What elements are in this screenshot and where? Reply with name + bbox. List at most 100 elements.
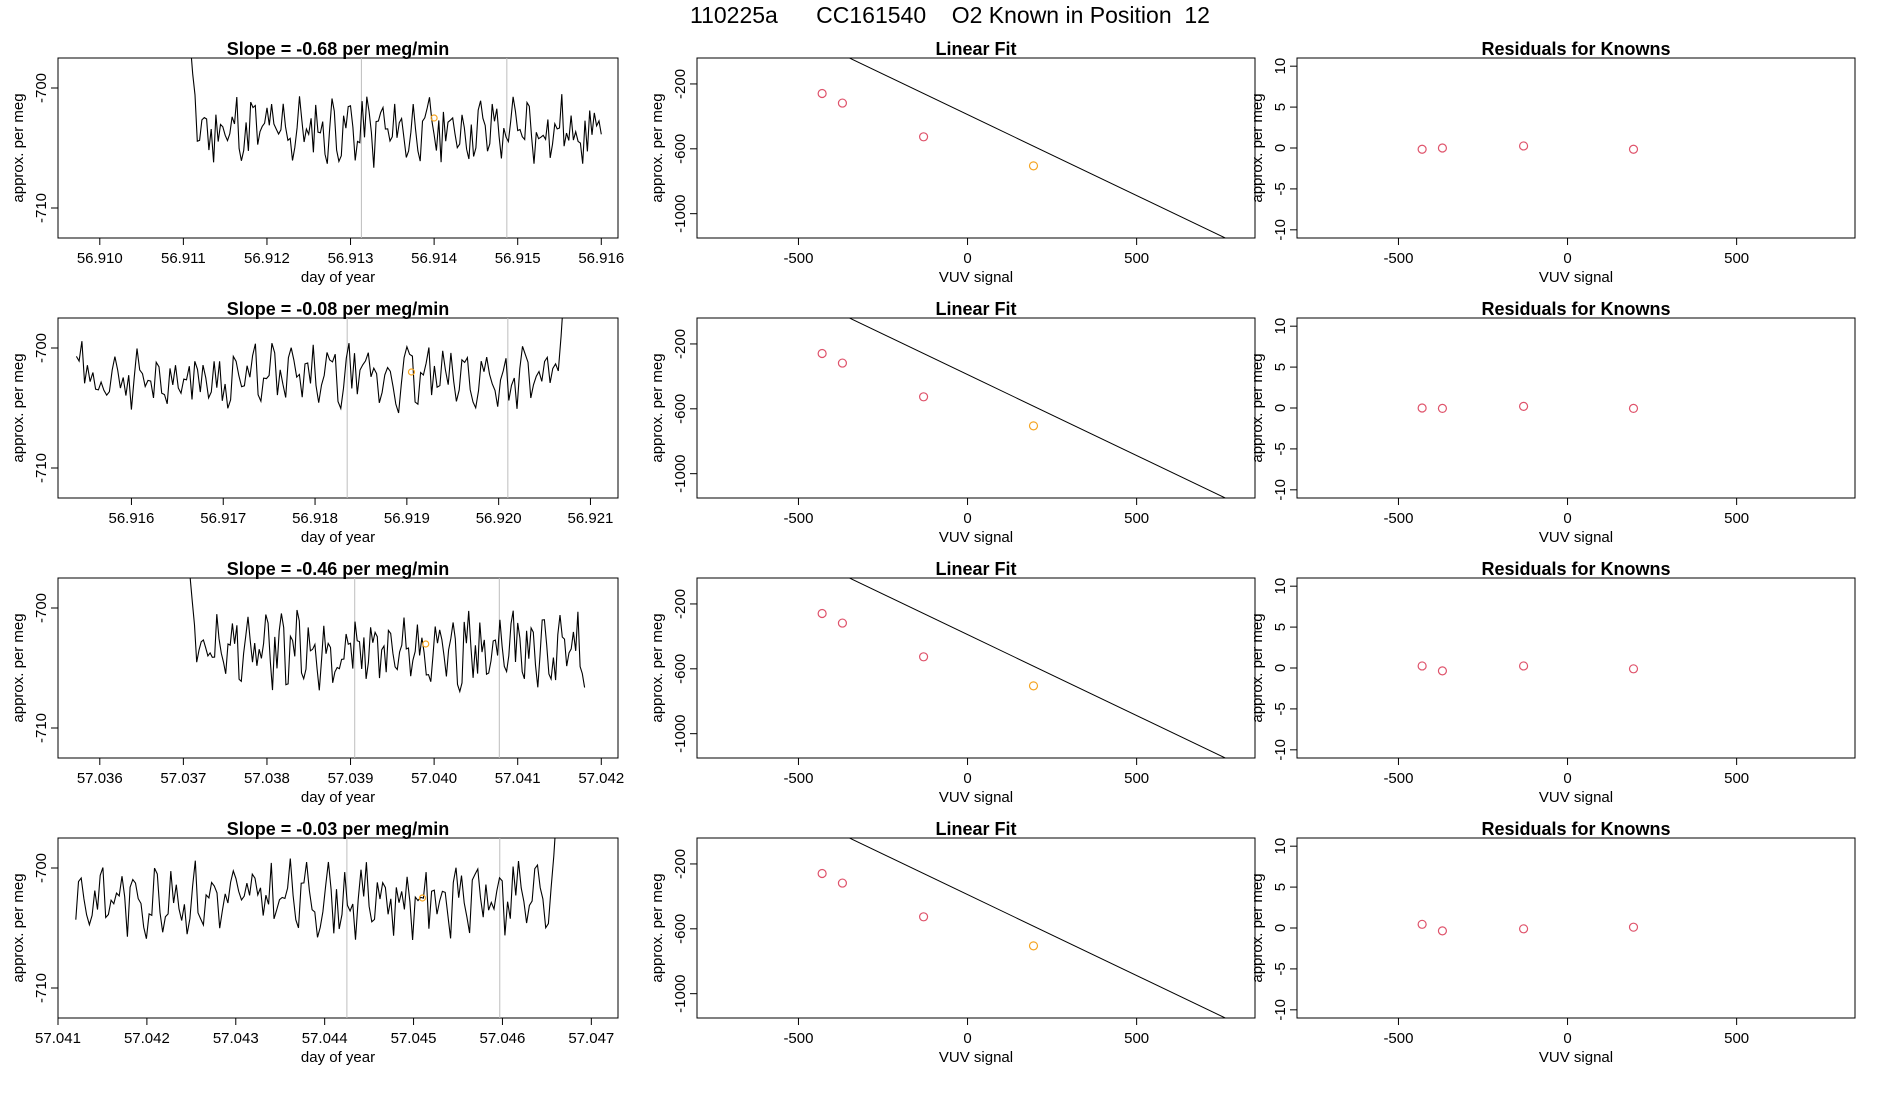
data-point	[1628, 403, 1639, 414]
y-tick-label: -200	[672, 329, 689, 359]
plot-frame	[696, 317, 1256, 499]
y-axis-label: approx. per meg	[10, 613, 27, 722]
x-tick-label: 57.038	[244, 770, 290, 787]
y-tick-label: 5	[1272, 363, 1289, 371]
fit-line	[848, 578, 1227, 758]
x-tick-label: -500	[783, 510, 813, 527]
x-tick-label: -500	[783, 250, 813, 267]
x-tick-label: 57.041	[495, 770, 541, 787]
data-point	[1628, 664, 1639, 674]
data-point	[817, 88, 827, 99]
data-point	[1417, 661, 1427, 671]
y-tick-label: -5	[1272, 962, 1289, 975]
y-tick-label: -10	[1272, 479, 1289, 501]
x-axis-label: VUV signal	[939, 1049, 1013, 1066]
data-point	[837, 878, 848, 888]
data-point	[918, 392, 929, 402]
x-tick-label: 56.910	[77, 250, 123, 267]
plot-frame	[57, 837, 619, 1019]
data-point	[1028, 161, 1039, 171]
x-axis-label: day of year	[301, 269, 375, 286]
x-tick-label: 500	[1124, 1030, 1149, 1047]
y-tick-label: -1000	[672, 714, 689, 752]
panel-title: Residuals for Knowns	[1481, 39, 1670, 59]
y-axis-label: approx. per meg	[10, 353, 27, 462]
y-tick-label: -5	[1272, 182, 1289, 195]
y-tick-label: -710	[33, 453, 50, 483]
y-axis-label: approx. per meg	[1249, 93, 1266, 202]
x-tick-label: 56.915	[495, 250, 541, 267]
y-tick-label: -5	[1272, 442, 1289, 455]
x-tick-label: 56.921	[568, 510, 614, 527]
data-point	[1518, 661, 1529, 671]
plot-frame	[1296, 57, 1856, 239]
x-tick-label: 0	[963, 1030, 971, 1047]
x-tick-label: 57.046	[479, 1030, 525, 1047]
y-tick-label: 0	[1272, 144, 1289, 152]
data-point	[817, 348, 827, 359]
page-title: 110225a CC161540 O2 Known in Position 12	[690, 2, 1210, 28]
y-tick-label: -600	[672, 394, 689, 424]
y-tick-label: 5	[1272, 103, 1289, 111]
y-tick-label: -200	[672, 849, 689, 879]
x-axis-label: VUV signal	[1539, 1049, 1613, 1066]
data-point	[1437, 143, 1448, 153]
x-tick-label: 56.913	[328, 250, 374, 267]
x-tick-label: 500	[1724, 250, 1749, 267]
data-point	[817, 608, 827, 619]
y-tick-label: -5	[1272, 702, 1289, 715]
linear_fit-panel-1: Linear Fit -500 0 500 -200 -600 -1000 VUV signa…	[649, 299, 1256, 546]
timeseries-panel-0: Slope = -0.68 per meg/min 56.910 56.911 56.…	[10, 39, 624, 286]
panel-title: Slope = -0.08 per meg/min	[227, 299, 450, 319]
y-axis-label: approx. per meg	[1249, 613, 1266, 722]
panel-title: Linear Fit	[935, 39, 1016, 59]
x-tick-label: 500	[1124, 510, 1149, 527]
y-tick-label: -700	[33, 853, 50, 883]
plot-frame	[57, 57, 619, 239]
y-tick-label: -710	[33, 973, 50, 1003]
highlight-point	[407, 368, 416, 376]
x-tick-label: 0	[1563, 1030, 1571, 1047]
plot-frame	[1296, 577, 1856, 759]
x-tick-label: -500	[1383, 250, 1413, 267]
data-point	[918, 132, 929, 142]
y-tick-label: -700	[33, 333, 50, 363]
x-tick-label: -500	[1383, 770, 1413, 787]
x-tick-label: 500	[1124, 250, 1149, 267]
data-point	[1628, 144, 1639, 154]
y-tick-label: -600	[672, 134, 689, 164]
plot-frame	[57, 317, 619, 499]
x-tick-label: 57.045	[391, 1030, 437, 1047]
panel-title: Slope = -0.03 per meg/min	[227, 819, 450, 839]
fit-line	[848, 838, 1227, 1018]
plot-frame	[1296, 837, 1856, 1019]
panel-title: Slope = -0.68 per meg/min	[227, 39, 450, 59]
data-point	[837, 618, 848, 628]
x-tick-label: 0	[1563, 250, 1571, 267]
y-tick-label: -700	[33, 73, 50, 103]
fit-line	[848, 318, 1227, 498]
y-tick-label: -200	[672, 589, 689, 619]
x-tick-label: -500	[1383, 510, 1413, 527]
data-point	[1028, 681, 1039, 691]
x-axis-label: VUV signal	[1539, 269, 1613, 286]
y-tick-label: -10	[1272, 219, 1289, 241]
data-point	[1437, 403, 1448, 414]
timeseries-panel-1: Slope = -0.08 per meg/min 56.916 56.917 56.…	[10, 299, 619, 546]
data-point	[1437, 666, 1448, 676]
x-tick-label: 56.912	[244, 250, 290, 267]
plot-frame	[1296, 317, 1856, 499]
y-axis-label: approx. per meg	[649, 93, 666, 202]
x-tick-label: 57.047	[568, 1030, 614, 1047]
x-tick-label: 56.917	[200, 510, 246, 527]
plot-frame	[696, 57, 1256, 239]
x-tick-label: 500	[1724, 770, 1749, 787]
data-point	[837, 98, 848, 108]
highlight-point	[418, 894, 427, 902]
y-tick-label: 5	[1272, 623, 1289, 631]
y-axis-label: approx. per meg	[10, 873, 27, 982]
panel-title: Linear Fit	[935, 299, 1016, 319]
y-tick-label: -710	[33, 713, 50, 743]
fit-line	[848, 58, 1227, 238]
